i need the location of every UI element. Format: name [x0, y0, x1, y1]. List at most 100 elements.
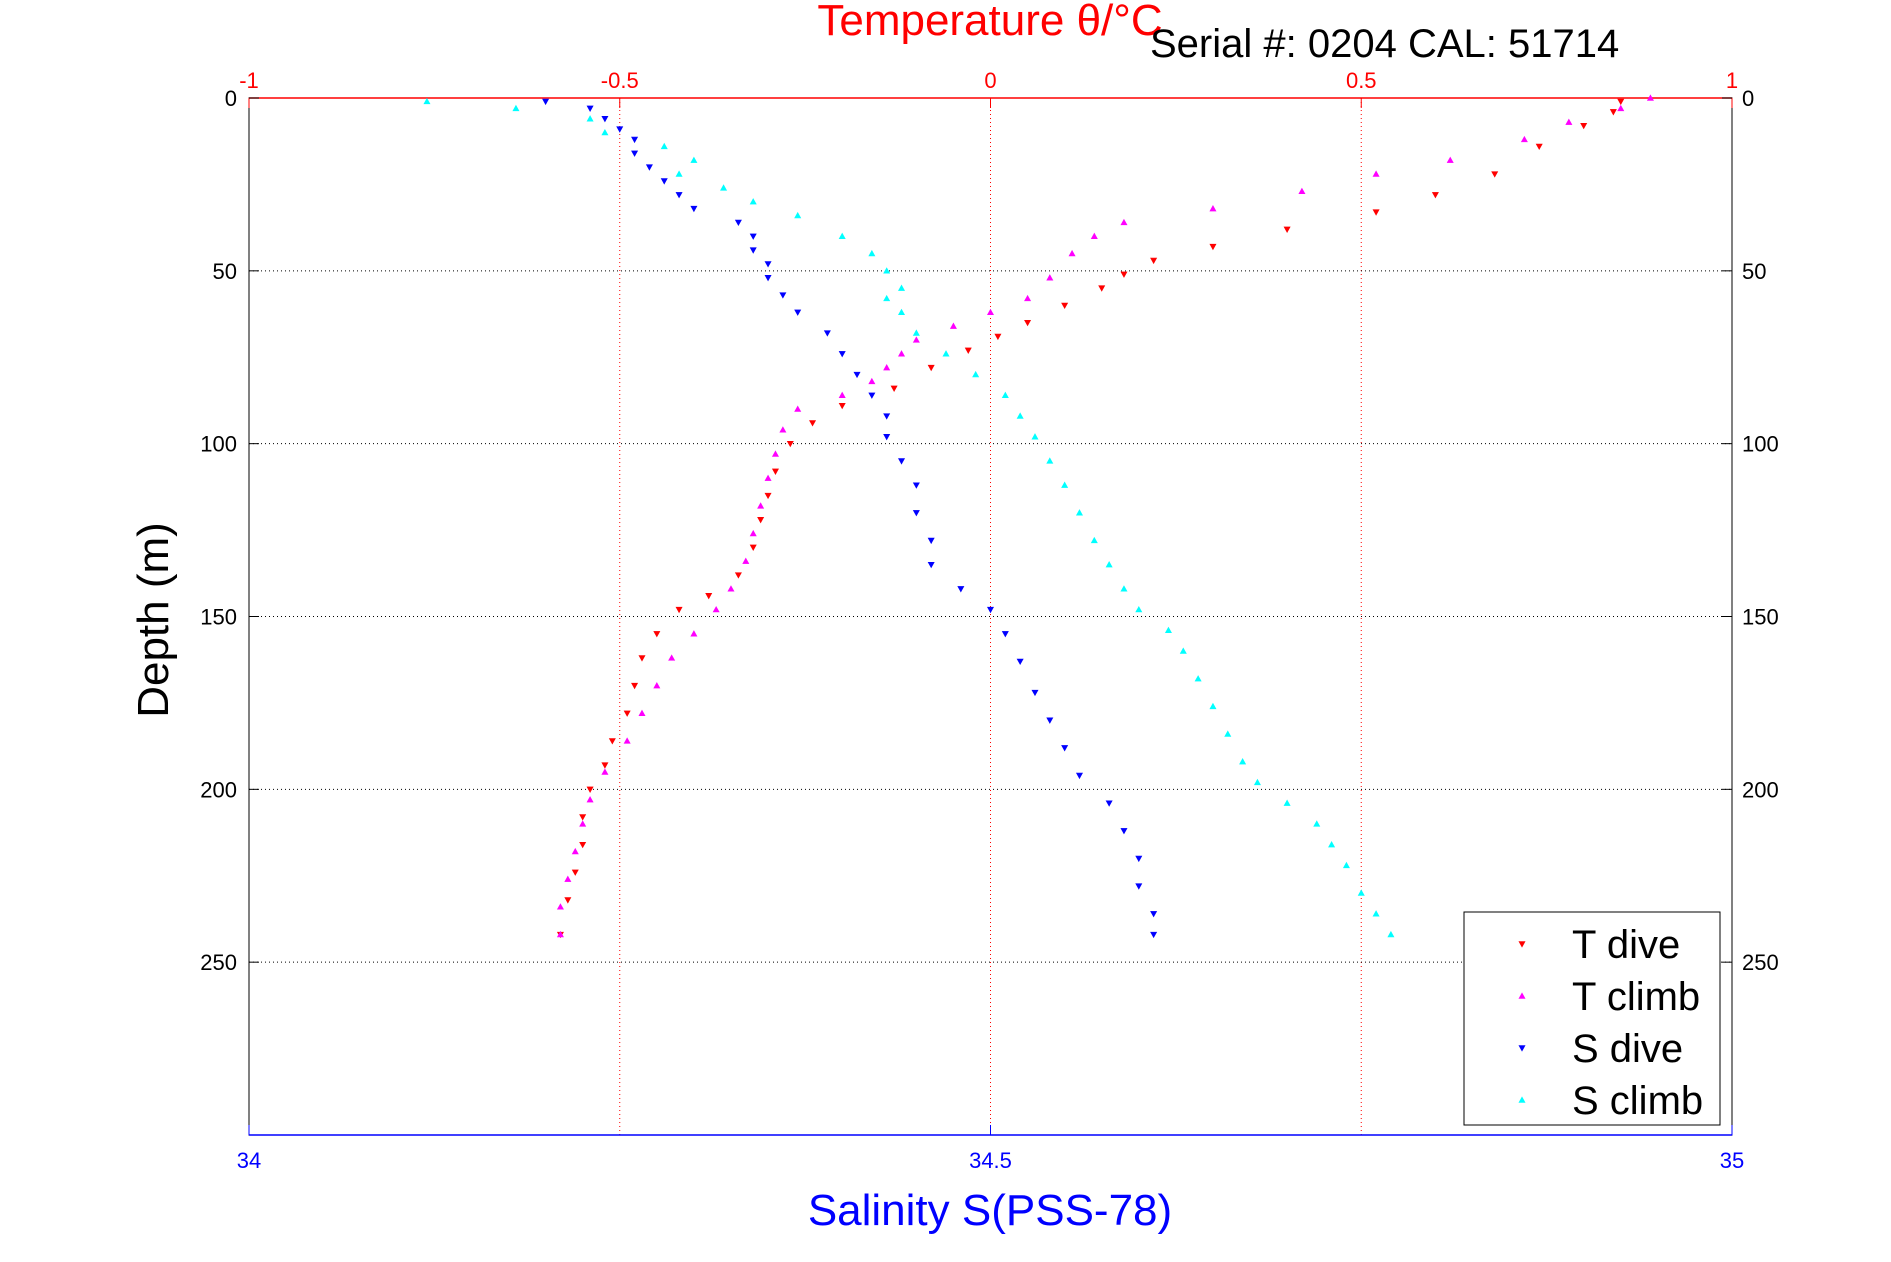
data-point-s-climb — [1357, 889, 1365, 896]
data-point-t-climb — [838, 391, 846, 398]
data-point-s-dive — [986, 606, 995, 614]
data-point-t-climb — [1617, 104, 1625, 112]
temperature-tick-label: 0.5 — [1346, 68, 1377, 93]
legend-marker-s-dive — [1518, 1045, 1526, 1052]
legend: T dive T climb S dive S climb — [1463, 911, 1721, 1126]
depth-tick-label: 200 — [200, 777, 237, 802]
data-point-s-dive — [883, 413, 891, 420]
data-point-s-dive — [734, 219, 742, 227]
data-point-t-climb — [556, 903, 564, 910]
data-point-s-dive — [898, 458, 906, 465]
data-point-t-dive — [705, 593, 713, 600]
series-t-dive — [556, 98, 1625, 939]
data-point-t-climb — [1298, 187, 1306, 195]
data-point-t-climb — [1068, 249, 1076, 257]
data-point-s-dive — [957, 586, 965, 593]
data-point-t-dive — [786, 440, 794, 448]
data-point-s-climb — [1120, 585, 1128, 592]
data-point-t-climb — [1520, 135, 1528, 143]
data-point-t-dive — [1283, 226, 1291, 233]
data-point-s-dive — [749, 247, 757, 254]
data-point-s-dive — [1135, 883, 1143, 890]
data-point-t-climb — [949, 322, 957, 329]
data-point-s-climb — [720, 184, 728, 191]
data-point-s-dive — [586, 105, 594, 112]
data-point-s-climb — [1313, 820, 1321, 827]
data-point-t-climb — [638, 709, 646, 716]
legend-marker-t-dive — [1518, 941, 1526, 948]
temperature-tick-label: 0 — [984, 68, 996, 93]
data-point-t-dive — [675, 606, 683, 614]
series-layer — [423, 94, 1654, 939]
data-point-t-dive — [771, 468, 779, 475]
data-point-s-dive — [883, 434, 891, 441]
data-point-t-dive — [1372, 209, 1380, 216]
data-point-t-climb — [868, 377, 876, 385]
chart-subtitle: Serial #: 0204 CAL: 51714 — [1150, 22, 1619, 66]
data-point-s-dive — [1135, 855, 1143, 863]
data-point-s-dive — [779, 292, 787, 299]
data-point-t-dive — [638, 655, 646, 662]
depth-tick-label: 100 — [200, 432, 237, 457]
data-point-s-dive — [1001, 631, 1009, 638]
data-point-s-dive — [927, 561, 935, 569]
data-point-s-climb — [749, 198, 757, 205]
legend-marker-t-climb — [1518, 992, 1526, 999]
data-point-t-climb — [623, 737, 631, 744]
temperature-tick-label: 1 — [1726, 68, 1738, 93]
data-point-t-climb — [1209, 204, 1217, 212]
data-point-s-climb — [1283, 799, 1291, 806]
data-point-t-climb — [1446, 156, 1454, 163]
salinity-tick-label: 34 — [237, 1148, 261, 1173]
data-point-s-climb — [1387, 930, 1395, 938]
data-point-s-dive — [1150, 931, 1158, 939]
data-point-t-dive — [571, 869, 579, 876]
depth-tick-label: 250 — [200, 950, 237, 975]
data-point-s-climb — [1075, 509, 1083, 516]
data-point-s-climb — [942, 350, 950, 357]
salinity-tick-label: 35 — [1720, 1148, 1744, 1173]
right-axis: 0 50 100 150 200 250 — [1722, 86, 1779, 975]
series-s-dive — [542, 98, 1158, 939]
data-point-t-dive — [838, 402, 846, 410]
data-point-s-dive — [660, 178, 668, 185]
data-point-t-climb — [727, 585, 735, 592]
depth-tick-label: 0 — [225, 86, 237, 111]
data-point-t-dive — [1580, 122, 1588, 130]
data-point-t-dive — [1120, 271, 1128, 278]
data-point-t-climb — [1565, 118, 1573, 125]
data-point-s-dive — [631, 150, 639, 157]
series-s-climb — [423, 97, 1395, 938]
data-point-t-climb — [601, 768, 609, 775]
data-point-t-dive — [1098, 285, 1106, 292]
data-point-s-climb — [1061, 481, 1069, 488]
data-point-s-dive — [1105, 800, 1113, 807]
grid-lines — [249, 98, 1732, 1135]
data-point-t-climb — [764, 474, 772, 481]
data-point-t-dive — [927, 364, 935, 372]
data-point-s-climb — [601, 128, 609, 136]
data-point-s-climb — [586, 115, 594, 122]
data-point-t-dive — [1061, 302, 1069, 310]
data-point-s-climb — [898, 308, 906, 316]
data-point-t-climb — [779, 426, 787, 433]
data-point-t-dive — [653, 631, 661, 638]
legend-label-s-dive: S dive — [1572, 1027, 1683, 1071]
data-point-t-climb — [690, 630, 698, 637]
data-point-t-dive — [1535, 143, 1543, 151]
data-point-s-dive — [764, 261, 772, 268]
data-point-s-dive — [838, 351, 846, 358]
depth-tick-label: 50 — [1742, 259, 1766, 284]
x-axis-label: Salinity S(PSS-78) — [808, 1186, 1172, 1235]
data-point-s-climb — [1031, 433, 1039, 440]
data-point-s-climb — [912, 329, 920, 336]
data-point-t-climb — [586, 796, 594, 803]
data-point-s-climb — [972, 370, 980, 378]
data-point-s-climb — [1016, 412, 1024, 419]
data-point-t-climb — [1120, 218, 1128, 226]
data-point-t-dive — [964, 347, 972, 354]
data-point-s-dive — [1120, 828, 1128, 835]
data-point-s-climb — [794, 211, 802, 219]
temperature-tick-label: -0.5 — [601, 68, 639, 93]
data-point-t-dive — [601, 762, 609, 769]
